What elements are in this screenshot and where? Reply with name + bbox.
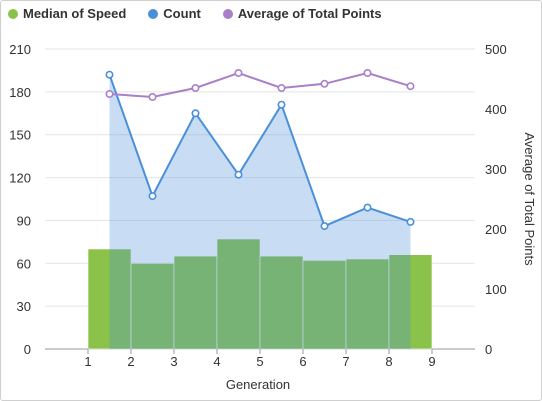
x-tick-label: 9: [428, 354, 435, 369]
y-right-tick-label: 0: [485, 342, 492, 357]
legend-label-median-speed: Median of Speed: [23, 6, 127, 21]
bar-median-speed[interactable]: [130, 262, 175, 350]
y2-axis-title: Average of Total Points: [522, 132, 537, 266]
point-average-total-points[interactable]: [234, 69, 243, 78]
x-tick-label: 1: [84, 354, 91, 369]
bar-series-median-speed: [87, 238, 433, 350]
point-average-total-points[interactable]: [148, 93, 157, 102]
y-right-tick-label: 200: [485, 222, 507, 237]
legend-swatch-count: [148, 8, 159, 19]
point-count[interactable]: [277, 100, 286, 109]
point-count[interactable]: [406, 217, 415, 226]
legend-label-average-total-points: Average of Total Points: [237, 6, 382, 21]
y-left-tick-label: 120: [9, 171, 31, 186]
x-axis-title: Generation: [226, 377, 290, 392]
x-tick-label: 2: [127, 354, 134, 369]
legend-label-count: Count: [163, 6, 201, 21]
point-average-total-points[interactable]: [406, 82, 415, 91]
x-tick-label: 8: [385, 354, 392, 369]
y-left-tick-label: 90: [17, 213, 31, 228]
bar-median-speed[interactable]: [216, 238, 261, 350]
y-right-tick-label: 300: [485, 162, 507, 177]
point-average-total-points[interactable]: [277, 84, 286, 93]
point-count[interactable]: [191, 109, 200, 118]
point-average-total-points[interactable]: [191, 84, 200, 93]
y-left-tick-label: 180: [9, 85, 31, 100]
legend-swatch-median-speed: [8, 8, 18, 19]
point-count[interactable]: [148, 192, 157, 201]
x-tick-label: 7: [342, 354, 349, 369]
point-count[interactable]: [234, 170, 243, 179]
y-right-tick-label: 400: [485, 102, 507, 117]
bar-median-speed[interactable]: [302, 260, 347, 350]
point-average-total-points[interactable]: [105, 90, 114, 99]
x-tick-label: 4: [213, 354, 220, 369]
point-average-total-points[interactable]: [320, 79, 329, 88]
point-count[interactable]: [105, 70, 114, 79]
area-line-count: [108, 74, 411, 228]
legend: Median of Speed Count Average of Total P…: [8, 6, 382, 21]
y-left-tick-label: 30: [17, 299, 31, 314]
area-series-count: [105, 70, 415, 349]
bar-median-speed[interactable]: [345, 258, 390, 350]
y-right-tick-label: 500: [485, 42, 507, 57]
legend-item-count[interactable]: Count: [148, 6, 201, 21]
legend-item-average-total-points[interactable]: Average of Total Points: [222, 6, 382, 21]
bar-median-speed[interactable]: [388, 254, 433, 350]
x-tick-label: 5: [256, 354, 263, 369]
bar-median-speed[interactable]: [259, 255, 304, 350]
point-count[interactable]: [363, 203, 372, 212]
point-count[interactable]: [320, 222, 329, 231]
point-average-total-points[interactable]: [363, 69, 372, 78]
area-fill-count: [109, 74, 411, 349]
line-average-total-points: [109, 71, 411, 99]
line-series-average-total-points: [105, 69, 415, 102]
y-left-tick-label: 0: [24, 342, 31, 357]
y-right-tick-label: 100: [485, 282, 507, 297]
x-tick-label: 3: [170, 354, 177, 369]
y-left-tick-label: 60: [17, 256, 31, 271]
axis-ticks: 0 30 60 90 120 150 180 210 0 100 200 300 400 500 1 2 3 4 5…: [9, 42, 506, 369]
x-tick-label: 6: [299, 354, 306, 369]
y-left-tick-label: 150: [9, 128, 31, 143]
y-left-tick-label: 210: [9, 42, 31, 57]
legend-item-median-speed[interactable]: Median of Speed: [8, 6, 126, 21]
legend-swatch-average-total-points: [222, 8, 233, 19]
